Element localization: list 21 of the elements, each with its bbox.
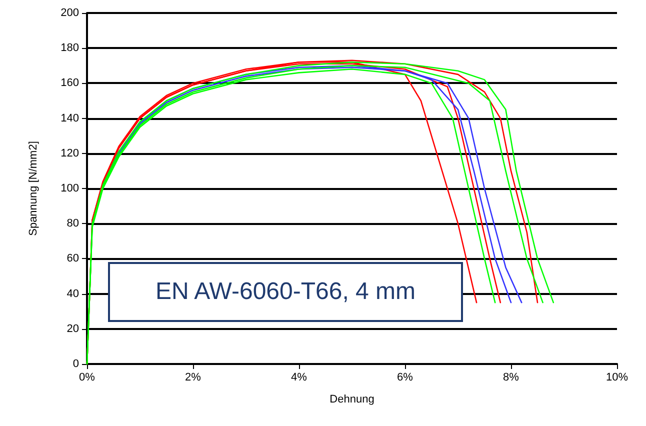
x-axis-title: Dehnung — [330, 394, 374, 406]
y-tick-label: 80 — [66, 218, 79, 230]
x-tick-label: 10% — [606, 372, 628, 384]
x-tick-label: 4% — [291, 372, 308, 384]
y-tick-label: 0 — [72, 358, 79, 370]
annotation: EN AW-6060-T66, 4 mm — [155, 278, 416, 306]
label-box: EN AW-6060-T66, 4 mm — [108, 262, 463, 322]
y-tick-label: 160 — [60, 77, 79, 90]
x-tick-label: 0% — [79, 372, 96, 384]
y-tick-label: 60 — [66, 252, 79, 265]
y-tick-label: 20 — [66, 322, 79, 335]
x-tick-label: 8% — [503, 372, 520, 384]
y-tick-label: 180 — [60, 42, 79, 54]
x-tick-label: 6% — [397, 372, 414, 384]
y-axis-title: Spannung [N/mm2] — [28, 141, 40, 236]
x-tick-label: 2% — [185, 372, 202, 384]
y-tick-label: 140 — [60, 112, 79, 124]
y-tick-label: 100 — [60, 182, 79, 194]
y-tick-label: 40 — [66, 288, 79, 300]
y-tick-label: 200 — [60, 7, 79, 19]
y-tick-label: 120 — [60, 147, 79, 160]
